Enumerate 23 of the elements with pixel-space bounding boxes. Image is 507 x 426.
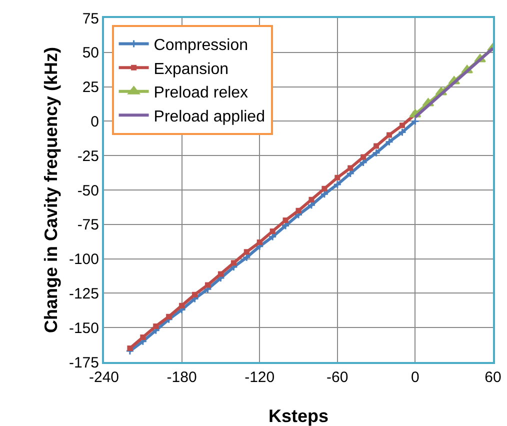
y-tick-label: -75 <box>77 216 99 234</box>
y-tick-label: -25 <box>77 148 99 165</box>
x-tick-label: 60 <box>484 369 502 386</box>
y-tick-label: -100 <box>68 251 99 268</box>
y-axis-title: Change in Cavity frequency (kHz) <box>41 46 61 334</box>
y-tick-label: -175 <box>68 354 99 372</box>
legend-label: Expansion <box>154 60 228 78</box>
y-tick-label: -150 <box>68 320 99 337</box>
y-tick-label: 25 <box>82 79 99 96</box>
legend-label: Preload relex <box>154 84 248 102</box>
x-axis-title: Ksteps <box>268 406 329 426</box>
y-tick-label: -125 <box>68 285 99 302</box>
x-tick-label: 0 <box>411 369 420 386</box>
x-tick-label: -60 <box>326 369 348 386</box>
y-tick-label: -50 <box>77 182 99 200</box>
x-tick-label: -120 <box>244 369 275 386</box>
y-tick-label: 50 <box>82 44 99 62</box>
x-tick-label: -240 <box>88 369 120 386</box>
legend-label: Preload applied <box>154 108 265 126</box>
legend-label: Compression <box>154 37 248 54</box>
y-tick-label: 75 <box>82 10 99 28</box>
y-tick-label: 0 <box>90 113 99 130</box>
x-tick-label: -180 <box>166 369 197 386</box>
